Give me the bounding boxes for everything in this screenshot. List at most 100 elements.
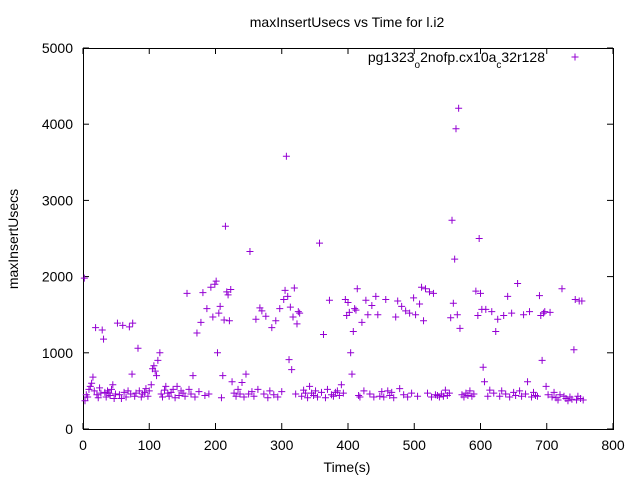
data-point-10: [93, 391, 101, 399]
data-point-144: [319, 331, 327, 339]
data-point-287: [579, 396, 587, 404]
data-point-12: [96, 384, 104, 392]
data-point-255: [524, 378, 532, 386]
data-point-136: [304, 394, 312, 402]
data-point-159: [347, 349, 355, 357]
data-point-229: [475, 235, 483, 242]
data-point-70: [189, 372, 197, 380]
x-tick-label-2: 200: [204, 437, 228, 453]
data-point-226: [470, 390, 478, 398]
data-point-219: [456, 324, 464, 332]
x-tick-label-7: 700: [535, 437, 559, 453]
data-point-24: [111, 390, 119, 398]
data-point-176: [376, 392, 384, 400]
data-point-273: [556, 391, 564, 399]
data-point-42: [141, 388, 149, 396]
data-point-97: [234, 385, 242, 393]
data-point-282: [573, 396, 581, 404]
data-point-196: [416, 300, 424, 308]
data-point-197: [418, 283, 426, 291]
plot-frame: [83, 48, 614, 430]
data-point-252: [518, 392, 526, 400]
data-point-188: [400, 391, 408, 399]
y-axis: 0 1000 2000 3000 4000 5000: [42, 40, 613, 437]
data-point-171: [366, 390, 374, 398]
data-point-160: [348, 370, 356, 378]
data-point-218: [455, 104, 463, 112]
data-point-166: [356, 393, 364, 401]
data-point-143: [318, 388, 325, 396]
data-point-211: [445, 389, 453, 397]
data-point-36: [131, 392, 139, 400]
data-point-98: [236, 390, 244, 398]
data-point-99: [238, 379, 246, 387]
data-point-34: [128, 370, 136, 378]
x-tick-label-0: 0: [79, 437, 87, 453]
data-point-116: [272, 317, 280, 325]
data-point-157: [344, 299, 352, 307]
data-point-103: [246, 247, 254, 255]
data-point-4: [85, 385, 93, 393]
data-point-142: [316, 239, 324, 247]
data-points: [80, 104, 587, 405]
data-point-80: [209, 313, 217, 321]
data-point-68: [185, 385, 193, 393]
data-point-85: [216, 302, 224, 310]
data-point-168: [360, 387, 368, 395]
y-tick-label-0: 0: [65, 421, 73, 437]
data-point-215: [451, 255, 459, 263]
data-point-54: [159, 393, 166, 401]
data-point-169: [362, 296, 370, 304]
data-point-240: [494, 315, 502, 323]
data-point-13: [97, 389, 105, 397]
data-point-272: [554, 396, 562, 404]
data-point-165: [355, 391, 363, 399]
data-point-121: [281, 286, 289, 294]
data-point-49: [151, 367, 159, 375]
data-point-189: [402, 307, 410, 315]
data-point-139: [310, 391, 318, 399]
data-point-61: [171, 394, 179, 402]
data-point-154: [339, 389, 347, 397]
data-point-72: [193, 329, 201, 337]
data-point-83: [213, 349, 221, 357]
data-point-249: [512, 391, 520, 399]
data-point-45: [145, 387, 153, 395]
data-point-135: [302, 389, 310, 397]
data-point-91: [224, 291, 232, 299]
data-point-21: [107, 385, 115, 393]
data-point-62: [173, 382, 181, 390]
data-point-260: [533, 392, 541, 400]
data-point-131: [294, 308, 302, 316]
data-point-190: [404, 393, 412, 401]
data-point-266: [542, 382, 550, 390]
data-point-230: [477, 289, 484, 297]
data-point-56: [162, 382, 170, 390]
data-point-73: [195, 388, 203, 396]
data-point-279: [568, 395, 576, 403]
data-point-33: [127, 390, 135, 398]
data-point-151: [333, 387, 341, 395]
legend-label-series-1: pg1323o2nofp.cx10ac32r128: [368, 49, 545, 71]
data-point-82: [212, 277, 220, 285]
data-point-247: [508, 309, 516, 317]
data-point-236: [486, 386, 494, 394]
data-point-30: [122, 393, 130, 401]
data-point-63: [175, 391, 183, 399]
x-tick-label-4: 400: [336, 437, 360, 453]
data-point-124: [285, 356, 293, 364]
data-point-39: [135, 387, 143, 395]
data-point-224: [466, 387, 474, 395]
data-point-110: [260, 390, 268, 398]
data-point-101: [242, 370, 250, 378]
data-point-8: [90, 387, 98, 395]
data-point-187: [398, 302, 406, 310]
data-point-174: [372, 292, 380, 300]
x-tick-label-8: 800: [601, 437, 625, 453]
y-tick-label-1: 1000: [42, 345, 73, 361]
data-point-87: [219, 372, 227, 380]
data-point-114: [268, 324, 276, 332]
x-tick-label-5: 500: [403, 437, 427, 453]
legend-marker-series-1: [571, 53, 579, 61]
data-point-145: [321, 394, 329, 402]
